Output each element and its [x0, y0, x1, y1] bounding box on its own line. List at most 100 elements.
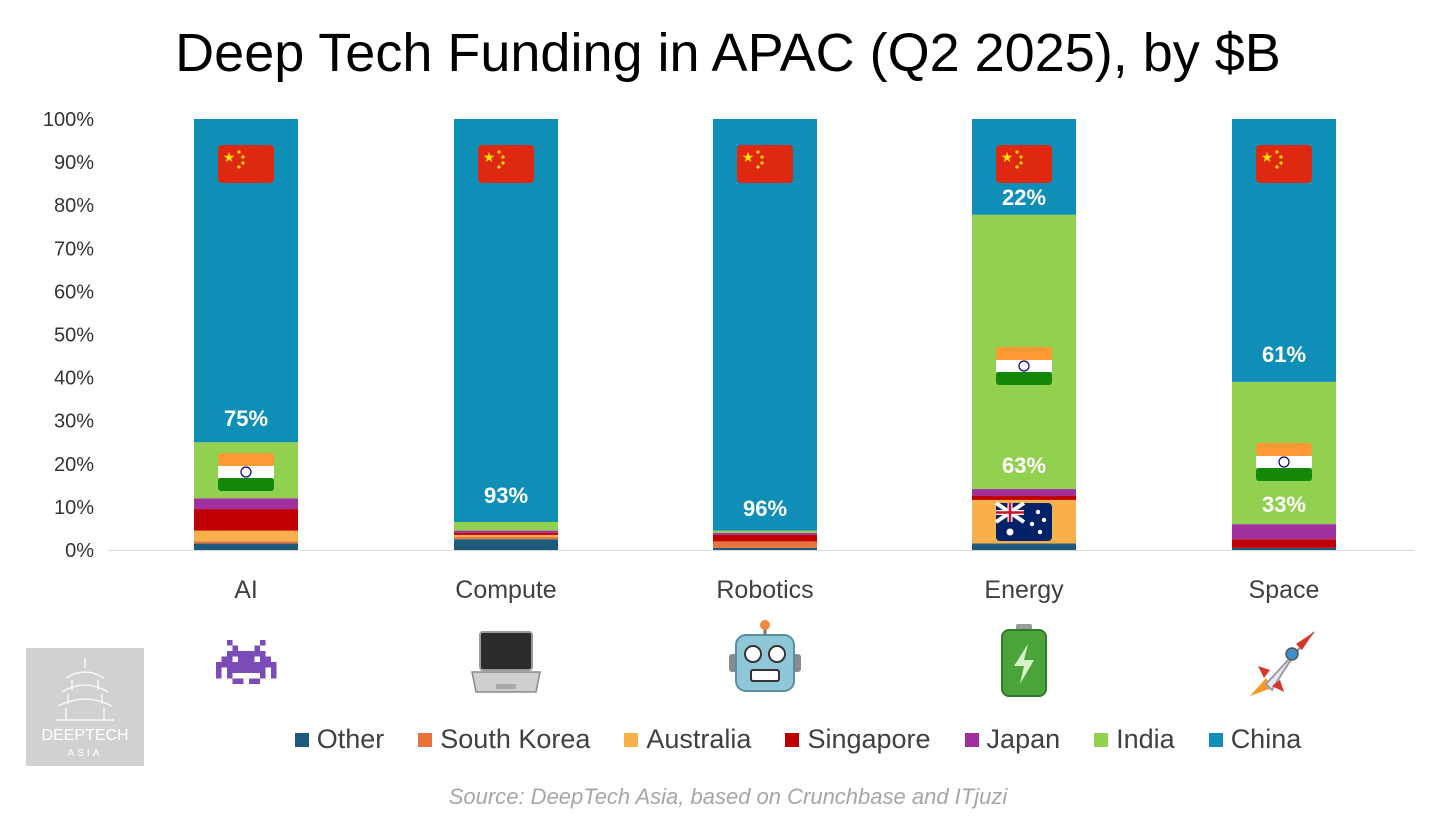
x-tick-label: Robotics [716, 576, 813, 604]
invader-pixel [227, 662, 233, 668]
data-label: 33% [1262, 492, 1306, 517]
flag-star [1041, 517, 1047, 523]
china-flag-icon: ★ [737, 145, 793, 183]
deeptech-asia-logo: DEEPTECH ASIA [26, 648, 144, 766]
data-label: 63% [1002, 453, 1046, 478]
invader-pixel [260, 673, 266, 679]
space-invader-icon [216, 640, 277, 684]
y-tick-label: 50% [54, 325, 94, 347]
bar-segment-ai-australia [194, 530, 298, 542]
source-note: Source: DeepTech Asia, based on Crunchba… [448, 784, 1008, 809]
flag-field [218, 145, 274, 183]
bar-segment-energy-other [972, 543, 1076, 550]
invader-pixel [249, 651, 255, 657]
y-tick-label: 0% [65, 540, 94, 562]
robot-head [735, 634, 795, 692]
invader-pixel [271, 662, 277, 668]
legend-label: Australia [646, 724, 752, 754]
invader-pixel [221, 656, 227, 662]
laptop-trackpad [496, 684, 516, 689]
china-flag-icon: ★ [218, 145, 274, 183]
bar-segment-ai-south-korea [194, 541, 298, 544]
flag-small-star [1019, 161, 1023, 165]
invader-pixel [227, 667, 233, 673]
rocket-window [1285, 647, 1299, 661]
legend-item: South Korea [418, 724, 590, 755]
legend-label: South Korea [440, 724, 591, 754]
flag-field [996, 145, 1052, 183]
legend-item: Singapore [785, 724, 931, 755]
rocket-fin [1258, 666, 1270, 678]
flag-field [1256, 145, 1312, 183]
india-flag-icon [1256, 443, 1312, 481]
battery-bolt [1014, 644, 1034, 684]
invader-pixel [243, 656, 249, 662]
flag-small-star [1015, 165, 1019, 169]
data-label: 93% [484, 483, 528, 508]
x-tick-label: Compute [455, 576, 556, 604]
legend-label: India [1116, 724, 1175, 754]
flag-chakra [240, 466, 252, 478]
invader-pixel [238, 651, 244, 657]
laptop-screen [479, 631, 533, 671]
invader-pixel [232, 667, 238, 673]
y-tick-label: 20% [54, 454, 94, 476]
legend-label: Other [316, 724, 385, 754]
invader-pixel [260, 651, 266, 657]
bar-segment-energy-singapore [972, 495, 1076, 500]
bar-segment-robotics-china [713, 119, 817, 531]
flag-small-star [497, 165, 501, 169]
flag-small-star [1279, 161, 1283, 165]
bar-segment-robotics-other [713, 547, 817, 550]
flag-small-star [237, 165, 241, 169]
rocket-fin [1272, 680, 1284, 692]
bar-segment-compute-china [454, 119, 558, 522]
x-tick-label: Energy [984, 576, 1064, 604]
legend-item: China [1208, 724, 1301, 755]
invader-pixel [227, 673, 233, 679]
robot-antenna-tip [760, 620, 770, 630]
invader-pixel [271, 667, 277, 673]
x-tick-label: Space [1249, 576, 1320, 604]
invader-pixel [260, 640, 266, 646]
legend-item: Japan [964, 724, 1060, 755]
flag-star: ★ [1261, 149, 1274, 165]
invader-pixel [254, 667, 260, 673]
flag-small-star [756, 165, 760, 169]
rocket-nose [1296, 632, 1314, 650]
flag-small-star [497, 150, 501, 154]
y-tick-label: 90% [54, 152, 94, 174]
bar-segment-compute-india [454, 521, 558, 531]
invader-pixel [232, 645, 238, 651]
bar-segment-ai-singapore [194, 509, 298, 531]
invader-pixel [254, 651, 260, 657]
flag-saffron [996, 347, 1052, 360]
invader-pixel [254, 662, 260, 668]
laptop-keyboard [471, 671, 541, 693]
invader-pixel [260, 667, 266, 673]
robot-eye [768, 645, 786, 663]
flag-small-star [241, 155, 245, 159]
rocket-icon [1250, 631, 1315, 696]
battery-icon [1001, 624, 1047, 697]
legend-swatch [294, 732, 309, 747]
legend-swatch [418, 732, 433, 747]
data-label: 75% [224, 406, 268, 431]
invader-pixel [260, 656, 266, 662]
invader-pixel [249, 656, 255, 662]
y-tick-label: 30% [54, 411, 94, 433]
invader-pixel [238, 656, 244, 662]
bar-segment-robotics-south-korea [713, 541, 817, 548]
robot-mouth [750, 669, 780, 682]
chart-title: Deep Tech Funding in APAC (Q2 2025), by … [175, 23, 1281, 83]
flag-green [218, 478, 274, 491]
flag-small-star [241, 161, 245, 165]
invader-pixel [254, 678, 260, 684]
flag-small-star [760, 161, 764, 165]
flag-saffron [218, 453, 274, 466]
bar-segment-space-singapore [1232, 539, 1336, 548]
legend-swatch [785, 732, 800, 747]
flag-small-star [1275, 150, 1279, 154]
bar-segment-compute-japan [454, 530, 558, 533]
